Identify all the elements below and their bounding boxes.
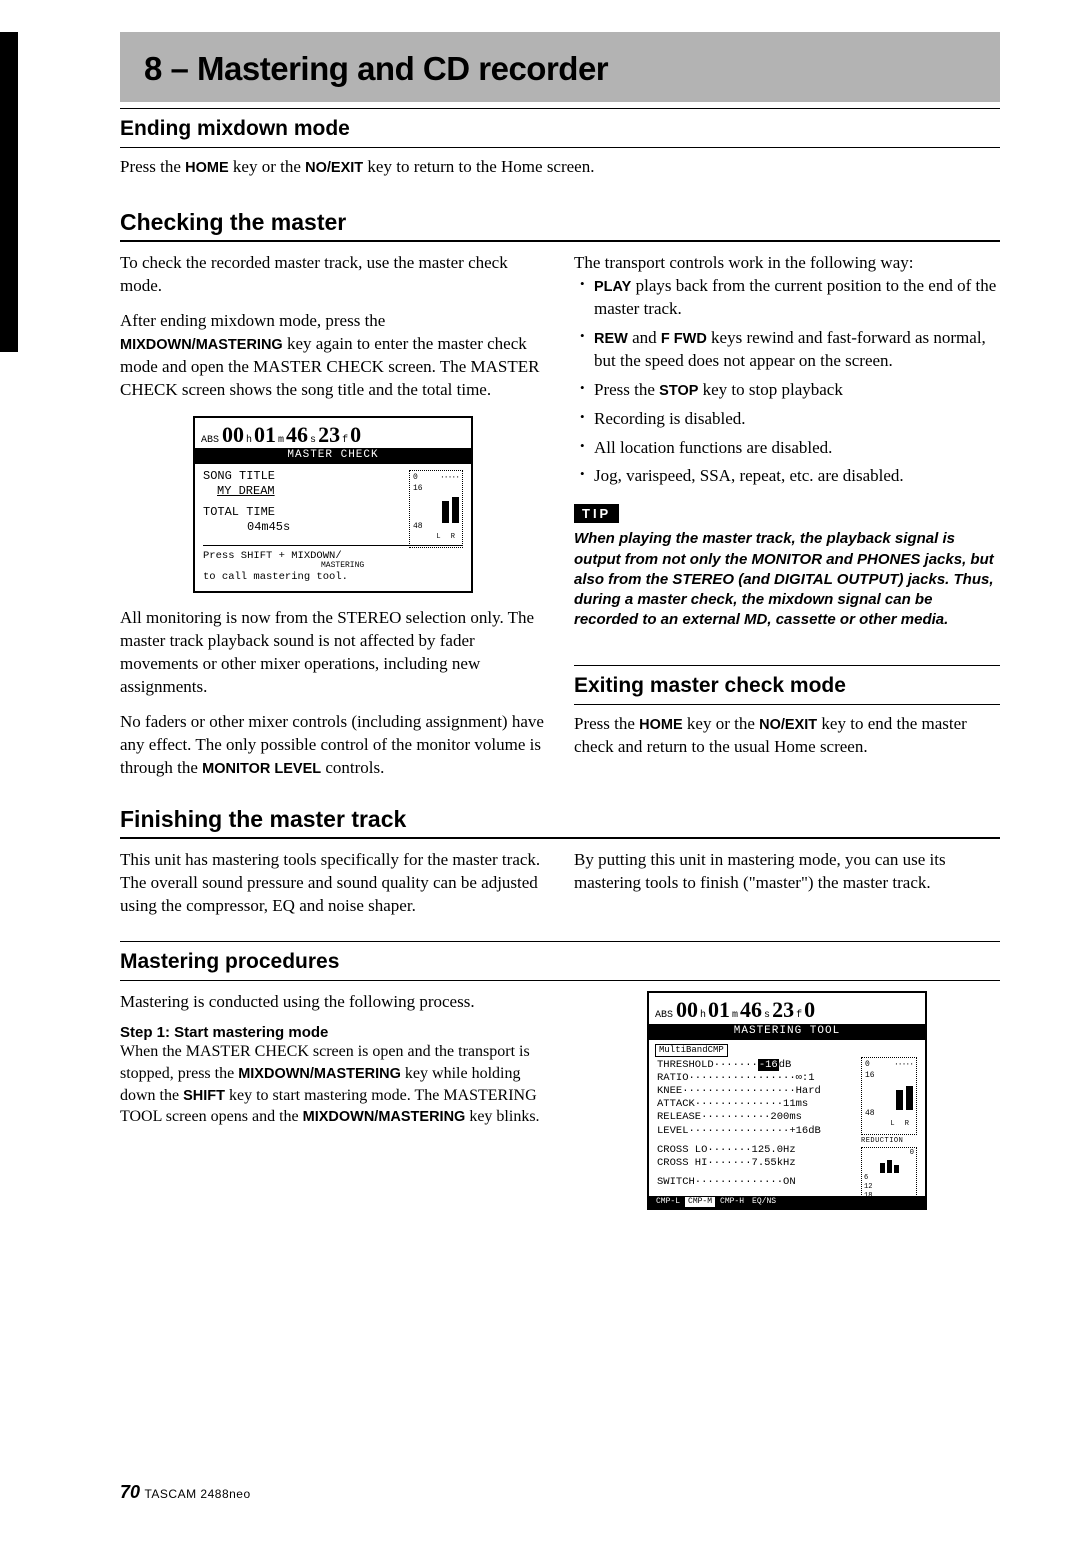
divider [120, 147, 1000, 148]
lcd-tab-mbcmp: MultiBandCMP [655, 1044, 728, 1057]
lcd-time-row: ABS 00h 01m 46s 23f 0 [649, 993, 925, 1024]
lcd-level-meter: 0····· 16 48 L R [861, 1057, 917, 1135]
step1-heading: Step 1: Start mastering mode [120, 1024, 546, 1041]
heading-ending-mixdown: Ending mixdown mode [120, 117, 1000, 141]
proc-intro: Mastering is conducted using the followi… [120, 991, 546, 1014]
divider [120, 980, 1000, 981]
divider [120, 837, 1000, 839]
checking-right-column: The transport controls work in the follo… [574, 252, 1000, 780]
transport-bullets: PLAY plays back from the current positio… [574, 275, 1000, 489]
left-black-tab [0, 32, 18, 352]
lcd-footer-2: to call mastering tool. [203, 571, 463, 584]
heading-checking-master: Checking the master [120, 209, 1000, 236]
lcd-master-check: ABS 00h 01m 46s 23f 0 MASTER CHECK 0····… [193, 416, 473, 594]
lcd-reduction-label: REDUCTION [861, 1137, 917, 1146]
heading-finishing: Finishing the master track [120, 806, 1000, 833]
finishing-left: This unit has mastering tools specifical… [120, 849, 546, 918]
finishing-right: By putting this unit in mastering mode, … [574, 849, 1000, 895]
lcd-footer-1: Press SHIFT + MIXDOWN/ MASTERING [203, 550, 463, 571]
heading-exiting-master-check: Exiting master check mode [574, 674, 1000, 698]
tip-badge: TIP [574, 504, 619, 523]
checking-p1: To check the recorded master track, use … [120, 252, 546, 298]
checking-p4: No faders or other mixer controls (inclu… [120, 711, 546, 780]
page-number: 70 [120, 1482, 140, 1502]
exiting-text: Press the HOME key or the NO/EXIT key to… [574, 713, 1000, 759]
divider [574, 704, 1000, 705]
lcd-time-row: ABS 00h 01m 46s 23f 0 [195, 418, 471, 449]
model-name: TASCAM 2488neo [144, 1487, 250, 1501]
divider [120, 941, 1000, 942]
tip-body: When playing the master track, the playb… [574, 529, 1000, 630]
page-footer: 70 TASCAM 2488neo [120, 1482, 251, 1503]
lcd-level-meter: 0····· 16 48 L R [409, 470, 463, 548]
checking-p3: All monitoring is now from the STEREO se… [120, 607, 546, 699]
divider [120, 108, 1000, 109]
chapter-header: 8 – Mastering and CD recorder [120, 32, 1000, 102]
step1-body: When the MASTER CHECK screen is open and… [120, 1041, 546, 1127]
checking-left-column: To check the recorded master track, use … [120, 252, 546, 780]
lcd-reduction-meter: 0 6 12 18 [861, 1147, 917, 1205]
lcd-params: THRESHOLD·······-16dB RATIO·············… [657, 1059, 847, 1189]
lcd-title-bar: MASTER CHECK [195, 448, 471, 464]
divider [120, 240, 1000, 242]
divider [574, 665, 1000, 666]
ending-mixdown-text: Press the HOME key or the NO/EXIT key to… [120, 156, 1000, 179]
checking-p2: After ending mixdown mode, press the MIX… [120, 310, 546, 402]
lcd-mastering-tool: ABS 00h 01m 46s 23f 0 MASTERING TOOL Mul… [647, 991, 927, 1210]
lcd-title-bar: MASTERING TOOL [649, 1024, 925, 1040]
heading-procedures: Mastering procedures [120, 950, 1000, 974]
chapter-title: 8 – Mastering and CD recorder [144, 50, 976, 88]
transport-intro: The transport controls work in the follo… [574, 252, 1000, 275]
